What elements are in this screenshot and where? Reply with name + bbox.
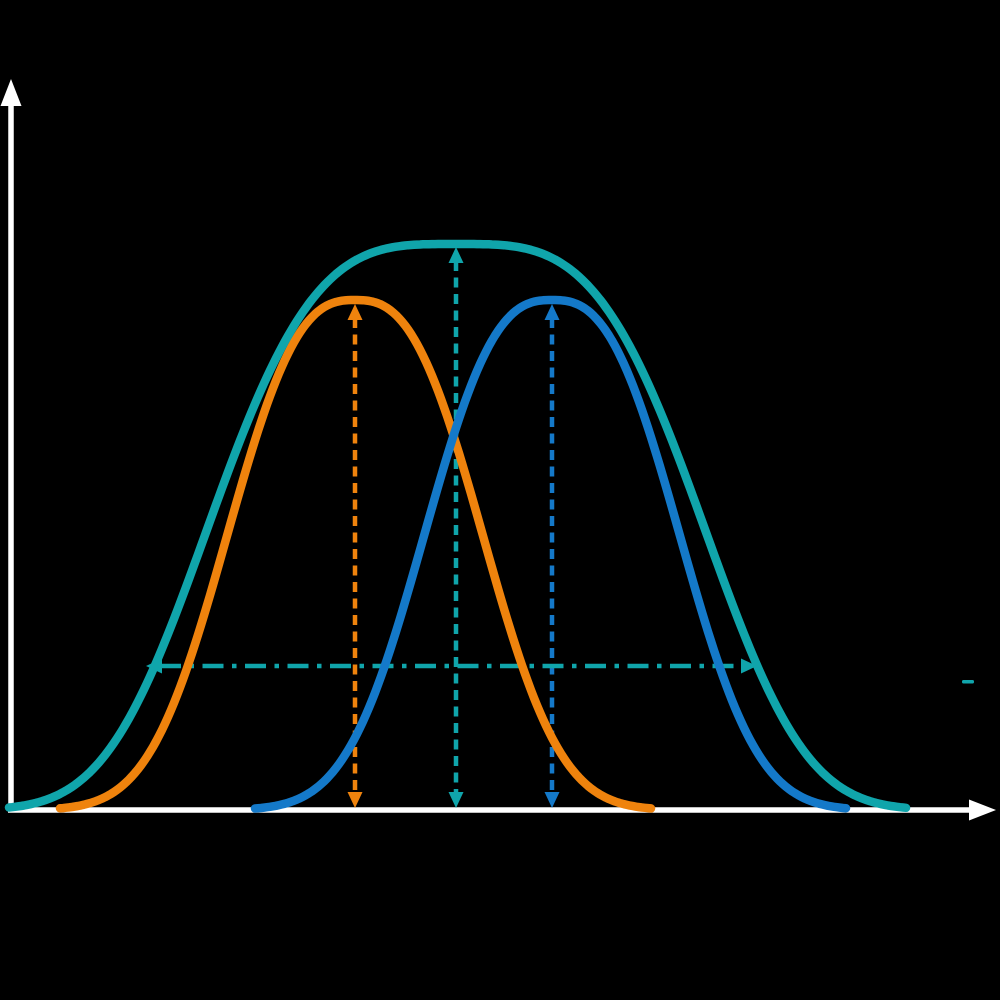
y-axis-arrowhead xyxy=(0,79,22,106)
envelope-peak-height-arrow-up-arrowhead xyxy=(448,247,464,263)
envelope-width-arrow-right-arrowhead xyxy=(741,658,757,674)
x-axis-arrowhead xyxy=(969,799,996,821)
right-peak-height-arrow-down-arrowhead xyxy=(544,792,560,808)
right-peak-height-arrow-up-arrowhead xyxy=(544,304,560,320)
left-peak-height-arrow-up-arrowhead xyxy=(347,304,363,320)
left-peak-curve xyxy=(55,295,656,813)
envelope-peak-height-arrow-down-arrowhead xyxy=(448,792,464,808)
stray-legend-dash xyxy=(962,680,974,684)
left-peak-height-arrow-down-arrowhead xyxy=(347,792,363,808)
right-peak-curve xyxy=(250,295,851,813)
envelope-curve xyxy=(4,239,911,813)
